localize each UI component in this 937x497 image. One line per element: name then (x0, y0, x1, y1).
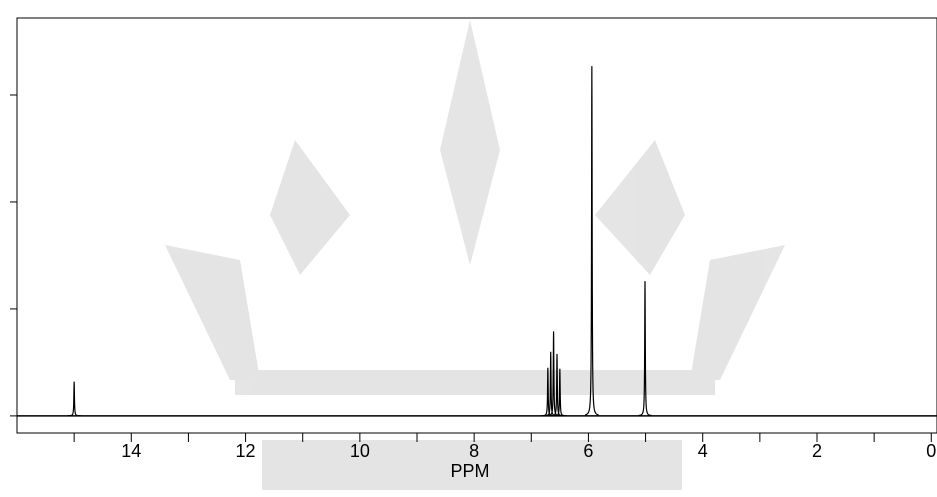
x-tick-label: 2 (812, 441, 822, 461)
x-tick-label: 8 (469, 441, 479, 461)
plot-frame (16, 17, 937, 434)
peak (638, 281, 652, 417)
x-tick-label: 10 (350, 441, 370, 461)
x-axis-label: PPM (450, 461, 489, 481)
x-tick-label: 6 (583, 441, 593, 461)
peak (550, 353, 564, 417)
watermark (165, 20, 785, 490)
x-tick-label: 14 (121, 441, 141, 461)
x-tick-label: 4 (698, 441, 708, 461)
peak (553, 368, 567, 417)
x-tick-label: 0 (926, 441, 936, 461)
peak (546, 331, 561, 417)
peak (584, 66, 599, 416)
x-tick-label: 12 (236, 441, 256, 461)
peak (67, 381, 81, 417)
